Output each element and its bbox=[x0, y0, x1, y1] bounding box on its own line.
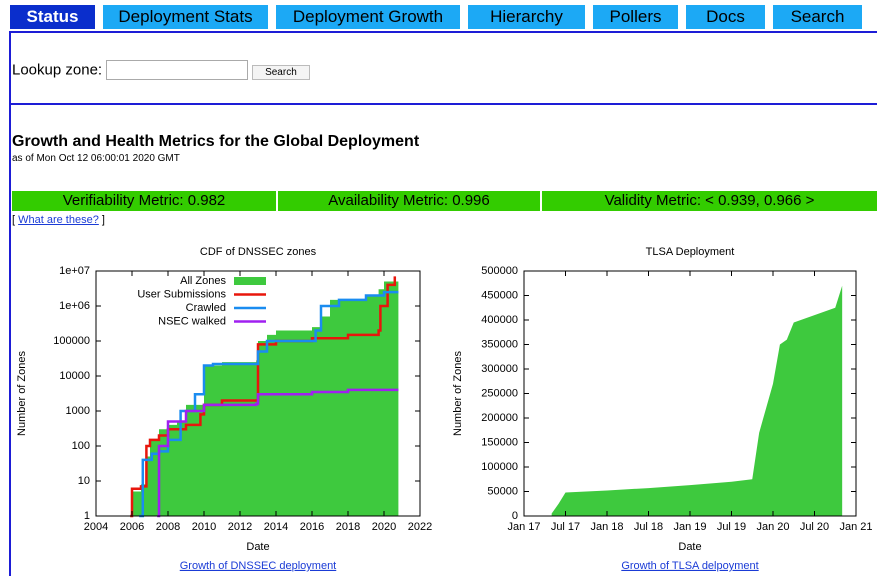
plot-frame bbox=[95, 270, 421, 517]
y-tick-label: 100000 bbox=[481, 461, 518, 473]
search-button[interactable]: Search bbox=[252, 64, 310, 80]
chart-link[interactable]: Growth of TLSA delpoyment bbox=[621, 560, 758, 572]
x-tick-label: Jul 17 bbox=[551, 521, 580, 533]
x-tick-label: Jul 18 bbox=[634, 521, 663, 533]
x-tick-label: 2016 bbox=[300, 521, 324, 533]
y-axis-label: Number of Zones bbox=[16, 351, 28, 436]
x-axis-label: Date bbox=[678, 541, 701, 553]
y-tick-label: 450000 bbox=[481, 289, 518, 301]
nav-tab[interactable]: Hierarchy bbox=[468, 5, 585, 29]
timestamp: as of Mon Oct 12 06:00:01 2020 GMT bbox=[12, 153, 180, 164]
y-tick-label: 100000 bbox=[53, 335, 90, 347]
left-border bbox=[9, 31, 11, 576]
charts: CDF of DNSSEC zones Date Number of Zones Gr… bbox=[16, 246, 873, 572]
x-tick-label: 2014 bbox=[264, 521, 288, 533]
x-tick-label: 2008 bbox=[156, 521, 180, 533]
y-tick-label: 1e+07 bbox=[59, 265, 90, 277]
lookup-label: Lookup zone: bbox=[12, 61, 103, 79]
x-tick-label: Jan 17 bbox=[507, 521, 540, 533]
x-tick-label: 2006 bbox=[120, 521, 144, 533]
chart-title: TLSA Deployment bbox=[646, 246, 735, 258]
x-tick-label: 2018 bbox=[336, 521, 360, 533]
x-tick-label: 2022 bbox=[408, 521, 432, 533]
lookup-input[interactable] bbox=[106, 60, 249, 80]
y-tick-label: 1000 bbox=[66, 405, 90, 417]
legend-label: NSEC walked bbox=[158, 315, 226, 327]
x-tick-label: 2004 bbox=[84, 521, 108, 533]
chart-title: CDF of DNSSEC zones bbox=[200, 246, 317, 258]
y-tick-label: 400000 bbox=[481, 314, 518, 326]
y-axis-label: Number of Zones bbox=[452, 351, 464, 436]
metric: Verifiability Metric: 0.982 bbox=[12, 191, 276, 211]
legend-label: All Zones bbox=[180, 275, 226, 287]
y-tick-label: 1 bbox=[84, 510, 90, 522]
help-link[interactable]: What are these? bbox=[18, 214, 99, 226]
legend-label: User Submissions bbox=[137, 288, 226, 300]
y-tick-label: 500000 bbox=[481, 265, 518, 277]
chart-link[interactable]: Growth of DNSSEC deployment bbox=[180, 560, 337, 572]
x-tick-label: 2012 bbox=[228, 521, 252, 533]
nav-tab[interactable]: Status bbox=[10, 5, 95, 29]
metrics-bar: Verifiability Metric: 0.982 Availability … bbox=[12, 191, 877, 211]
help: [ What are these? ] bbox=[12, 214, 105, 226]
divider bbox=[9, 103, 877, 105]
nav-tab[interactable]: Deployment Stats bbox=[103, 5, 268, 29]
y-tick-label: 250000 bbox=[481, 387, 518, 399]
x-tick-label: 2010 bbox=[192, 521, 216, 533]
y-tick-label: 0 bbox=[512, 510, 518, 522]
nav-tab[interactable]: Search bbox=[773, 5, 862, 29]
y-tick-label: 200000 bbox=[481, 412, 518, 424]
lookup-form: Lookup zone: Search bbox=[12, 60, 310, 80]
y-tick-label: 50000 bbox=[487, 485, 518, 497]
x-tick-label: Jul 20 bbox=[800, 521, 829, 533]
x-tick-label: Jan 18 bbox=[590, 521, 623, 533]
legend-swatch bbox=[234, 277, 266, 285]
y-tick-label: 350000 bbox=[481, 338, 518, 350]
x-tick-label: Jul 19 bbox=[717, 521, 746, 533]
metric: Validity Metric: < 0.939, 0.966 > bbox=[542, 191, 877, 211]
x-tick-label: Jan 21 bbox=[839, 521, 872, 533]
y-tick-label: 150000 bbox=[481, 436, 518, 448]
divider bbox=[9, 31, 877, 33]
line bbox=[157, 388, 399, 518]
metric: Availability Metric: 0.996 bbox=[278, 191, 540, 211]
y-tick-label: 1e+06 bbox=[59, 300, 90, 312]
x-tick-label: Jan 20 bbox=[756, 521, 789, 533]
legend-label: Crawled bbox=[186, 302, 226, 314]
nav-tab[interactable]: Deployment Growth bbox=[276, 5, 460, 29]
area bbox=[551, 285, 843, 516]
x-axis-label: Date bbox=[246, 541, 269, 553]
nav-tab[interactable]: Pollers bbox=[593, 5, 678, 29]
x-tick-label: 2020 bbox=[372, 521, 396, 533]
nav-tab[interactable]: Docs bbox=[686, 5, 765, 29]
y-tick-label: 10 bbox=[78, 475, 90, 487]
y-tick-label: 10000 bbox=[59, 370, 90, 382]
page-heading: Growth and Health Metrics for the Global… bbox=[12, 133, 420, 150]
y-tick-label: 300000 bbox=[481, 363, 518, 375]
y-tick-label: 100 bbox=[72, 440, 90, 452]
x-tick-label: Jan 19 bbox=[673, 521, 706, 533]
